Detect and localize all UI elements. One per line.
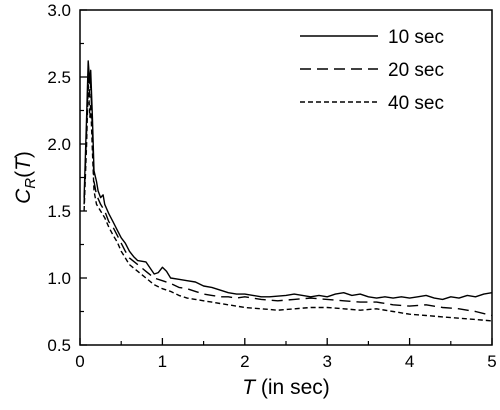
tick-labels: 0 1 2 3 4 5 0.5 1.0 1.5 2.0 2.5 3.0	[47, 1, 496, 371]
y-tick-label: 3.0	[47, 1, 71, 20]
legend-label-2: 20 sec	[388, 60, 444, 81]
series-line-2	[83, 69, 492, 317]
y-axis-label: CR(T)	[12, 151, 39, 204]
y-axis-label-base: C	[12, 188, 35, 204]
y-tick-label: 0.5	[47, 336, 71, 355]
x-tick-label: 1	[158, 352, 167, 371]
x-tick-label: 0	[75, 352, 84, 371]
legend-label-1: 10 sec	[388, 27, 444, 48]
x-tick-label: 2	[240, 352, 249, 371]
y-axis-label-open: (	[12, 171, 35, 178]
y-tick-label: 1.0	[47, 269, 71, 288]
y-tick-label: 2.0	[47, 135, 71, 154]
legend-label-3: 40 sec	[388, 93, 444, 114]
y-tick-label: 1.5	[47, 202, 71, 221]
y-axis-label-sub: R	[22, 178, 39, 189]
y-axis-label-close: )	[12, 151, 35, 158]
x-axis-label: T (in sec)	[242, 376, 330, 399]
y-axis-label-var: T	[12, 156, 35, 171]
x-axis-label-rest: (in sec)	[255, 376, 330, 399]
x-axis-label-var: T	[242, 376, 257, 399]
series-line-3	[83, 83, 492, 322]
plot-area	[83, 60, 492, 322]
legend: 10 sec 20 sec 40 sec	[300, 27, 444, 114]
y-tick-label: 2.5	[47, 68, 71, 87]
x-tick-label: 4	[405, 352, 414, 371]
x-tick-label: 3	[322, 352, 331, 371]
x-tick-label: 5	[487, 352, 496, 371]
axes-frame	[79, 9, 493, 346]
series-line-1	[83, 60, 492, 301]
